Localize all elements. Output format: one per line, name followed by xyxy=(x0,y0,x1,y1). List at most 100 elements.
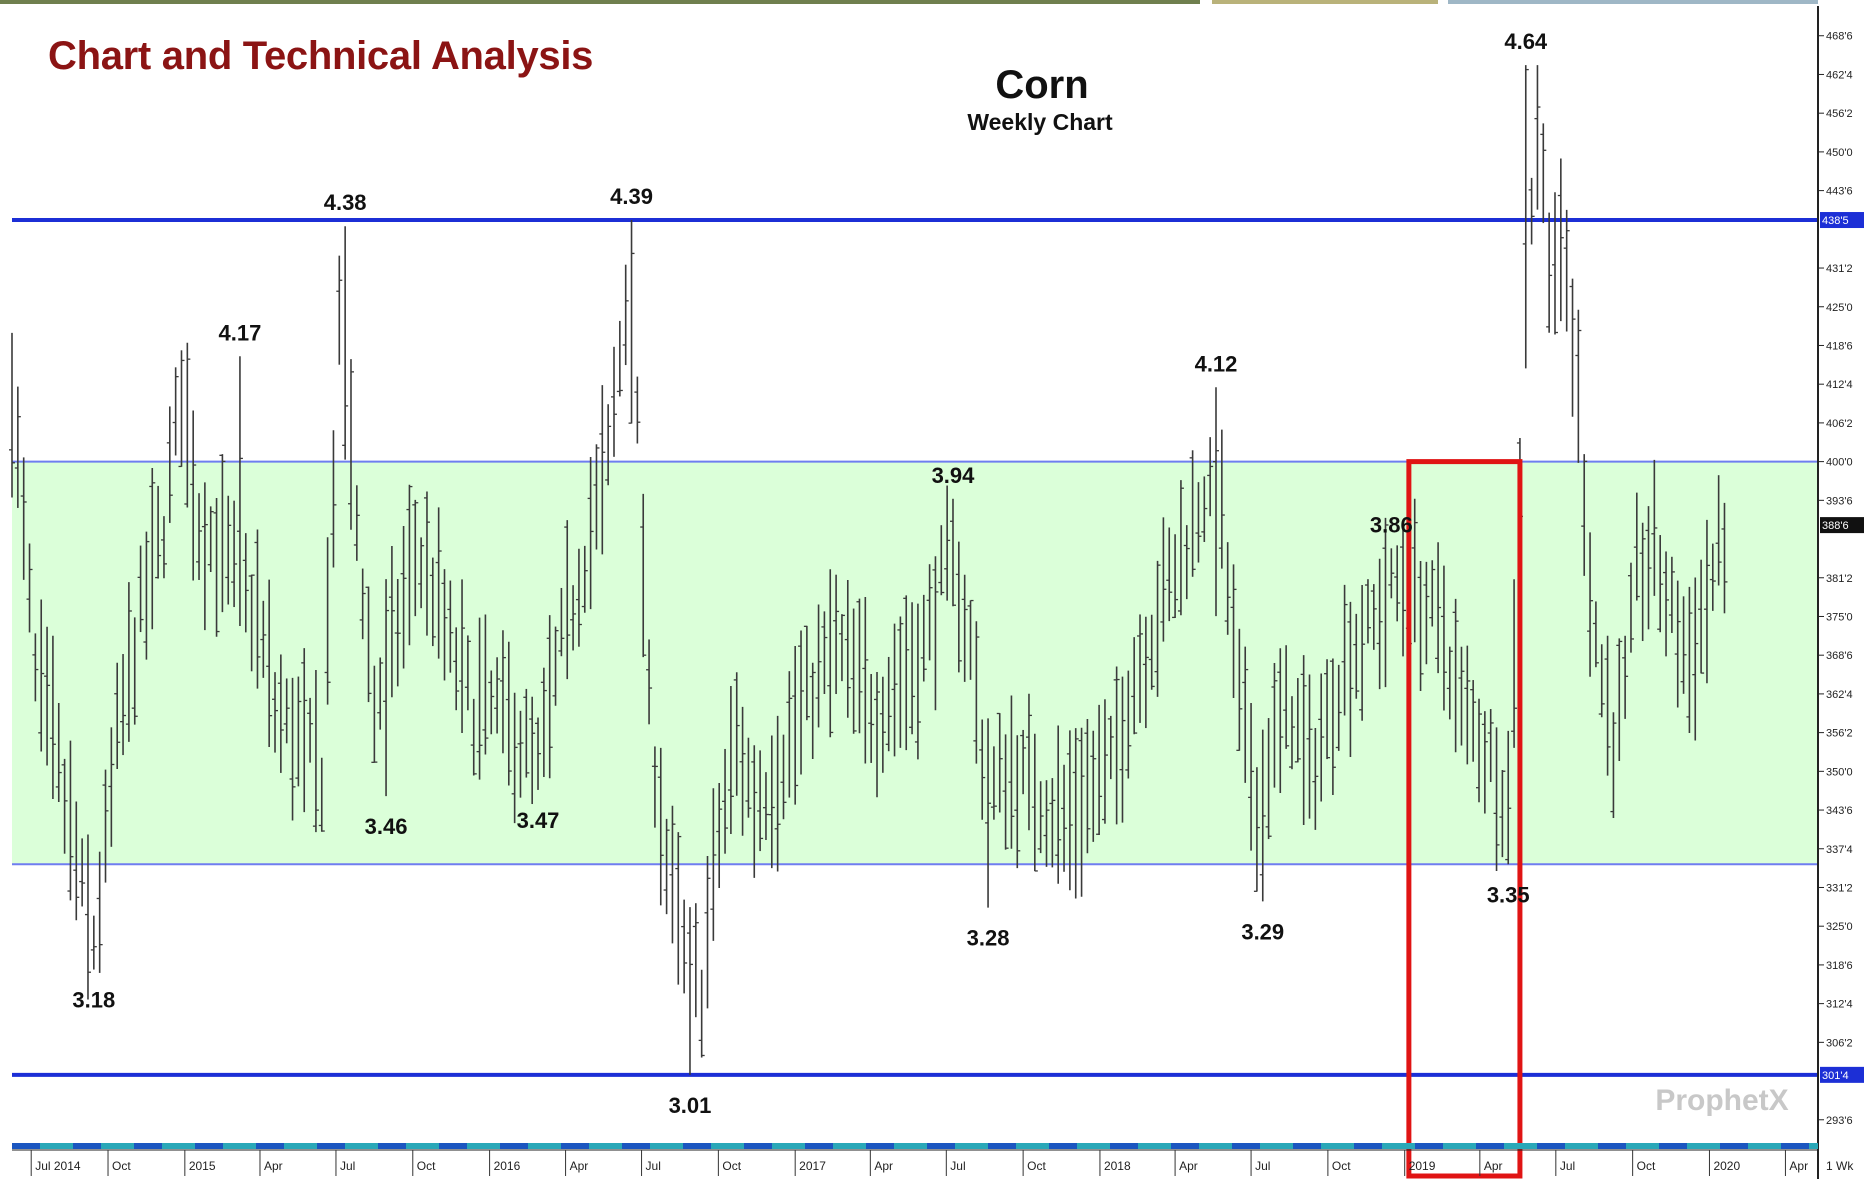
price-bar xyxy=(84,834,91,1000)
price-bar xyxy=(125,582,132,742)
price-bar xyxy=(657,747,664,906)
price-bar xyxy=(301,648,308,813)
price-bar xyxy=(1382,517,1389,688)
price-bar xyxy=(1546,212,1553,333)
price-bar xyxy=(1294,678,1301,763)
price-annotation: 3.28 xyxy=(967,926,1010,951)
top-strip-segment xyxy=(1212,0,1438,4)
time-axis-band-segment xyxy=(1354,1143,1382,1149)
top-strip-segment xyxy=(0,0,1200,4)
price-bar xyxy=(768,735,775,869)
price-bar xyxy=(1476,698,1483,803)
price-bar xyxy=(979,719,986,820)
price-bar xyxy=(546,615,553,779)
time-axis-band-segment xyxy=(683,1143,711,1149)
price-bar xyxy=(535,717,542,790)
price-bar xyxy=(120,654,127,756)
price-axis-label: 443'6 xyxy=(1826,186,1853,198)
price-bar xyxy=(669,805,676,944)
price-bar xyxy=(1043,780,1050,867)
time-period-label: 1 Wk xyxy=(1826,1159,1854,1173)
price-bar xyxy=(38,599,45,752)
price-bar xyxy=(32,633,39,702)
price-bar xyxy=(184,342,191,508)
price-bar xyxy=(681,899,688,994)
price-bar xyxy=(1569,278,1576,417)
price-bar xyxy=(570,585,577,651)
price-bar xyxy=(1674,580,1681,708)
price-bar xyxy=(961,574,968,682)
price-bar xyxy=(96,851,103,973)
price-bar xyxy=(564,520,571,680)
price-axis-marker xyxy=(1820,1066,1864,1083)
price-axis-label: 318'6 xyxy=(1826,960,1853,972)
price-annotation: 3.01 xyxy=(669,1093,712,1118)
price-bar xyxy=(698,969,705,1058)
price-bar xyxy=(605,404,612,486)
price-bar xyxy=(20,457,27,580)
price-bar xyxy=(318,757,325,832)
price-bar xyxy=(1324,659,1331,760)
price-bar xyxy=(1423,561,1430,665)
price-bar xyxy=(1435,542,1442,674)
price-bar xyxy=(1388,548,1395,599)
price-bar xyxy=(1131,637,1138,735)
price-bar xyxy=(955,541,962,673)
time-axis-band xyxy=(12,1143,1818,1149)
price-bar xyxy=(1172,534,1179,619)
price-bar xyxy=(692,903,699,1018)
price-axis-label: 356'2 xyxy=(1826,728,1853,740)
price-bar xyxy=(1563,209,1570,332)
time-axis-label: Oct xyxy=(1637,1159,1656,1173)
price-axis-label: 312'4 xyxy=(1826,999,1853,1011)
price-bar xyxy=(529,696,536,805)
price-bar xyxy=(838,614,845,682)
time-axis-label: Apr xyxy=(1484,1159,1503,1173)
price-bar xyxy=(254,529,261,689)
price-bar xyxy=(1364,579,1371,644)
price-bar xyxy=(1499,769,1506,858)
price-bar xyxy=(1300,655,1307,825)
time-axis-band-segment xyxy=(195,1143,223,1149)
price-bar xyxy=(388,546,395,698)
price-axis-label: 431'2 xyxy=(1826,263,1853,275)
price-bar xyxy=(1452,598,1459,753)
price-axis-label: 325'0 xyxy=(1826,921,1853,933)
time-axis-band-segment xyxy=(378,1143,406,1149)
price-bar xyxy=(903,595,910,751)
price-bar xyxy=(651,746,658,828)
price-bar xyxy=(1014,735,1021,869)
price-bar xyxy=(985,718,992,908)
price-bar xyxy=(67,740,74,901)
price-axis-marker-label: 388'6 xyxy=(1822,520,1849,532)
price-bar xyxy=(1592,601,1599,668)
price-bar xyxy=(1359,585,1366,721)
price-bar xyxy=(792,645,799,805)
price-bar xyxy=(1639,522,1646,642)
price-bar xyxy=(973,621,980,764)
price-bar xyxy=(634,376,641,444)
price-annotation: 4.38 xyxy=(324,190,367,215)
price-bar xyxy=(675,832,682,985)
price-bar xyxy=(1551,192,1558,335)
price-bar xyxy=(1534,65,1541,210)
price-bar xyxy=(885,656,892,752)
price-bar xyxy=(663,818,670,915)
price-bar xyxy=(710,788,717,941)
price-bar xyxy=(1037,781,1044,854)
time-axis-band-segment xyxy=(866,1143,894,1149)
price-bar xyxy=(131,617,138,725)
time-axis-band-segment xyxy=(317,1143,345,1149)
price-bar xyxy=(1429,560,1436,627)
price-bar xyxy=(1581,454,1588,576)
price-bar xyxy=(599,385,606,555)
price-bar xyxy=(1189,450,1196,577)
price-bar xyxy=(967,599,974,680)
price-bar xyxy=(1213,387,1219,617)
price-bar xyxy=(1470,680,1477,762)
price-bar xyxy=(511,692,518,824)
price-bar xyxy=(79,838,86,907)
price-bar xyxy=(190,410,197,581)
price-bar xyxy=(850,608,857,734)
price-bar xyxy=(1633,492,1640,601)
